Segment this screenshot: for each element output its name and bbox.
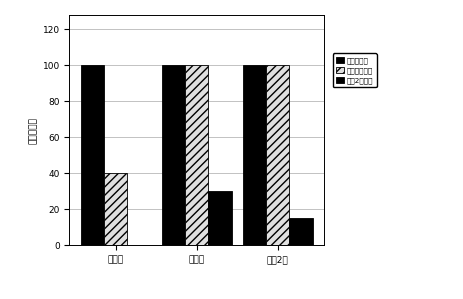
Y-axis label: 数量（个）: 数量（个） bbox=[29, 117, 38, 144]
Bar bbox=[162, 65, 185, 245]
Bar bbox=[208, 191, 232, 245]
Bar bbox=[185, 65, 208, 245]
Bar bbox=[81, 65, 104, 245]
Bar bbox=[243, 65, 266, 245]
Bar bbox=[266, 65, 289, 245]
Legend: 分裂组结构, 分裂组掌中迎, 融匷2掌中迎: 分裂组结构, 分裂组掌中迎, 融匷2掌中迎 bbox=[333, 53, 376, 87]
Bar bbox=[289, 218, 313, 245]
Bar bbox=[104, 173, 127, 245]
